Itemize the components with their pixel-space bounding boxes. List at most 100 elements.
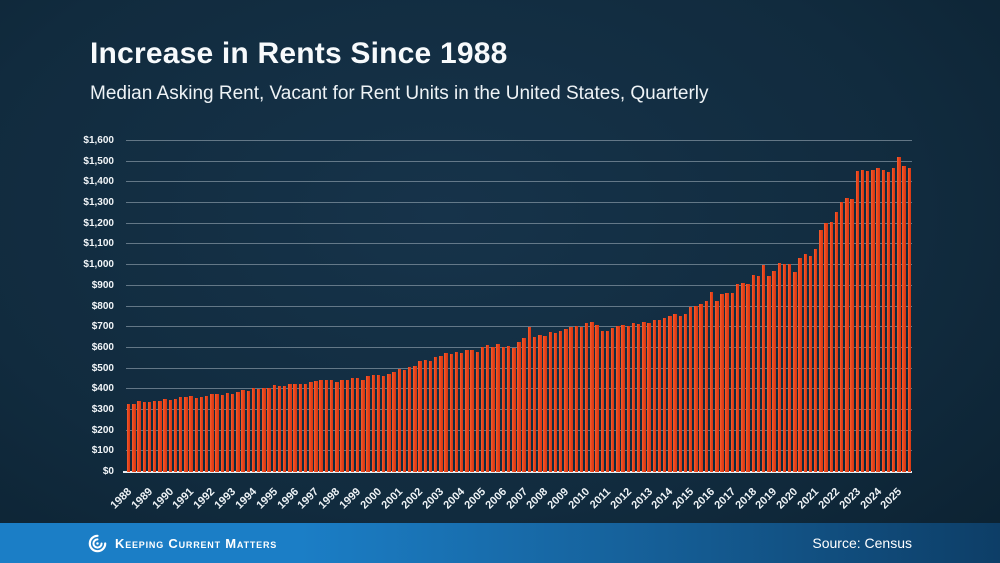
bar (642, 322, 646, 472)
bar (376, 375, 381, 472)
bar (387, 374, 391, 472)
bar (246, 391, 251, 472)
y-axis-tick-label: $1,000 (83, 259, 114, 271)
page-subtitle: Median Asking Rent, Vacant for Rent Unit… (90, 83, 709, 104)
bar (720, 294, 724, 472)
gridline (126, 140, 912, 141)
bar (647, 323, 651, 472)
bar (600, 330, 604, 472)
kcm-logo: Keeping Current Matters (88, 523, 277, 563)
bar (335, 381, 339, 472)
gridline (126, 202, 912, 204)
bar (366, 376, 370, 472)
bar (897, 156, 901, 472)
bar (569, 326, 573, 472)
bar (210, 394, 214, 472)
y-axis-tick-label: $400 (91, 383, 114, 395)
bar (522, 338, 526, 472)
y-axis-tick-label: $1,500 (83, 155, 114, 167)
bar (204, 396, 209, 472)
x-axis-line (123, 471, 912, 473)
bar (840, 202, 844, 472)
bar (657, 319, 662, 472)
bar (418, 360, 422, 472)
bar (178, 397, 183, 472)
bar (444, 352, 448, 472)
bar (277, 385, 282, 472)
bar (845, 198, 849, 472)
bar (610, 328, 615, 472)
bar (793, 271, 797, 472)
bar (449, 354, 454, 472)
bar (225, 393, 230, 472)
bar (303, 383, 308, 472)
brand-name: Keeping Current Matters (115, 535, 278, 551)
bar (132, 403, 136, 472)
bar (626, 325, 631, 472)
bar (428, 361, 433, 472)
bar (751, 274, 755, 472)
bar (314, 381, 318, 472)
gridline (126, 326, 912, 328)
bar (735, 283, 740, 472)
bar (543, 336, 547, 472)
bar (699, 303, 703, 472)
bar (631, 322, 636, 472)
bar (553, 332, 558, 472)
bar (813, 248, 818, 472)
bar (850, 198, 854, 472)
bar (293, 384, 297, 472)
bar (527, 326, 532, 472)
bar (538, 335, 542, 472)
bar (616, 325, 620, 472)
bar (371, 374, 375, 472)
bar (834, 212, 839, 472)
bar (678, 315, 683, 472)
bar (439, 355, 443, 472)
page-title: Increase in Rents Since 1988 (90, 37, 508, 70)
bar (694, 305, 698, 472)
gridline (126, 264, 912, 266)
bar (512, 348, 516, 472)
bar-chart-plot-area (123, 140, 912, 473)
bar (163, 398, 167, 472)
y-axis-tick-label: $1,400 (83, 176, 114, 188)
bar (486, 344, 490, 472)
bar (272, 385, 277, 472)
bar (434, 356, 438, 472)
bar (137, 401, 141, 472)
bar (460, 353, 464, 472)
gridline (126, 284, 912, 286)
bar (730, 293, 735, 472)
bar (241, 390, 245, 472)
bar (392, 371, 396, 472)
gridline (126, 222, 912, 224)
bar (324, 379, 329, 472)
bar (423, 359, 428, 472)
bar (772, 270, 776, 472)
bar (194, 398, 198, 472)
y-axis-tick-label: $1,600 (83, 135, 114, 146)
bar (683, 313, 688, 472)
bar (767, 276, 771, 472)
bar (663, 317, 667, 472)
bar (506, 346, 511, 472)
bar (741, 283, 745, 472)
bar (496, 343, 500, 472)
bar (584, 323, 589, 472)
gridline (126, 160, 912, 162)
bar (288, 384, 292, 472)
bar (871, 169, 875, 472)
bar (590, 322, 594, 472)
bar (558, 330, 563, 472)
bar (787, 264, 792, 472)
bar (881, 169, 886, 472)
bar (621, 324, 625, 472)
bar (283, 386, 287, 472)
bar (480, 346, 485, 472)
bar (756, 276, 761, 472)
bar (564, 328, 568, 472)
bar (329, 379, 334, 472)
bar (855, 171, 860, 472)
bar (230, 394, 235, 472)
